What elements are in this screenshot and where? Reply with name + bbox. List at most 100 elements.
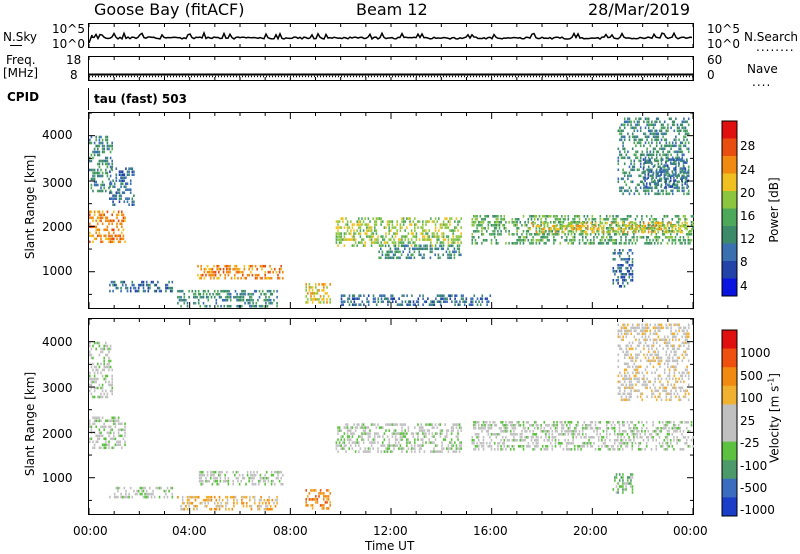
power-cell [122, 219, 125, 223]
velocity-cell [617, 445, 619, 448]
velocity-cell [90, 428, 93, 432]
velocity-cell [638, 389, 640, 393]
velocity-cell [116, 443, 118, 447]
power-cell [106, 135, 109, 139]
power-cell [631, 270, 634, 273]
velocity-cell [679, 421, 682, 424]
velocity-cell [588, 439, 590, 442]
velocity-cell [220, 504, 222, 508]
cpid-label: CPID [7, 90, 40, 104]
velocity-cell [628, 427, 630, 430]
power-cell [489, 233, 491, 236]
velocity-cell [270, 473, 273, 477]
velocity-cell [452, 450, 454, 453]
velocity-cell [628, 341, 631, 345]
power-cell [418, 250, 420, 254]
velocity-cell [671, 332, 674, 336]
velocity-cell [450, 438, 453, 441]
power-cell [678, 147, 680, 151]
velocity-cell [657, 359, 660, 363]
power-cell [570, 242, 573, 245]
velocity-cell [221, 498, 224, 502]
power-cell [609, 233, 611, 236]
power-cell [131, 167, 134, 170]
velocity-cell [428, 429, 430, 432]
velocity-cell [270, 482, 273, 486]
power-cell [217, 289, 219, 293]
velocity-cell [628, 380, 631, 384]
velocity-cell [676, 347, 679, 351]
power-cell [158, 289, 161, 293]
power-cell [630, 120, 632, 124]
power-cell [550, 227, 552, 231]
power-cell [244, 301, 246, 305]
power-cell [636, 236, 638, 239]
power-cell [366, 235, 368, 238]
velocity-cell [201, 501, 203, 505]
velocity-cell [569, 430, 571, 433]
power-cell [346, 238, 349, 241]
velocity-cell [377, 450, 379, 453]
velocity-cell [101, 395, 104, 399]
power-cell [532, 236, 534, 239]
power-cell [583, 215, 586, 218]
power-cell [335, 232, 338, 235]
power-cell [675, 141, 677, 145]
power-cell [340, 226, 342, 229]
power-cell [108, 144, 110, 148]
power-cell [413, 256, 416, 260]
power-cell [630, 168, 632, 172]
velocity-cell [97, 371, 99, 375]
power-cell [670, 126, 672, 130]
velocity-cell [380, 450, 382, 453]
velocity-cell [103, 428, 105, 432]
power-cell [612, 230, 614, 233]
power-cell [446, 297, 448, 300]
velocity-cell [659, 356, 661, 360]
power-cell [655, 218, 658, 221]
power-cell [110, 197, 113, 200]
power-cell [667, 168, 669, 172]
velocity-cell [256, 470, 258, 474]
power-cell [647, 141, 650, 145]
power-cell [131, 170, 134, 173]
power-cell [623, 218, 626, 221]
power-cell [364, 244, 366, 247]
velocity-cell [183, 507, 186, 511]
power-cell [458, 253, 460, 257]
velocity-cell [89, 422, 91, 426]
power-cell [111, 219, 113, 223]
power-cell [532, 224, 535, 228]
velocity-cell [393, 447, 395, 450]
power-cell [404, 300, 407, 303]
power-cell [276, 289, 278, 293]
power-cell [655, 173, 658, 176]
velocity-cell [586, 442, 589, 445]
power-cell [343, 244, 346, 247]
power-cell [556, 218, 558, 221]
power-cell [358, 303, 360, 306]
power-cell [541, 236, 544, 239]
velocity-cell [441, 441, 443, 444]
velocity-cell [362, 450, 365, 453]
velocity-cell [401, 429, 403, 432]
velocity-cell [663, 427, 666, 430]
power-cell [647, 173, 650, 176]
velocity-cell [666, 436, 669, 439]
velocity-cell [144, 495, 146, 499]
power-cell [441, 294, 444, 297]
power-cell [447, 256, 449, 260]
power-cell [308, 289, 311, 292]
velocity-cell [513, 433, 515, 436]
power-cell [649, 224, 651, 227]
velocity-cell [213, 495, 216, 499]
velocity-cell [152, 489, 154, 493]
velocity-cell [676, 392, 679, 396]
vel-cbar-tick-500: 500 [740, 369, 763, 383]
velocity-cell [245, 482, 247, 486]
power-cell [90, 177, 93, 181]
power-cell [410, 232, 413, 235]
power-cell [641, 180, 644, 184]
velocity-cell [543, 430, 546, 433]
power-cell [254, 264, 257, 268]
